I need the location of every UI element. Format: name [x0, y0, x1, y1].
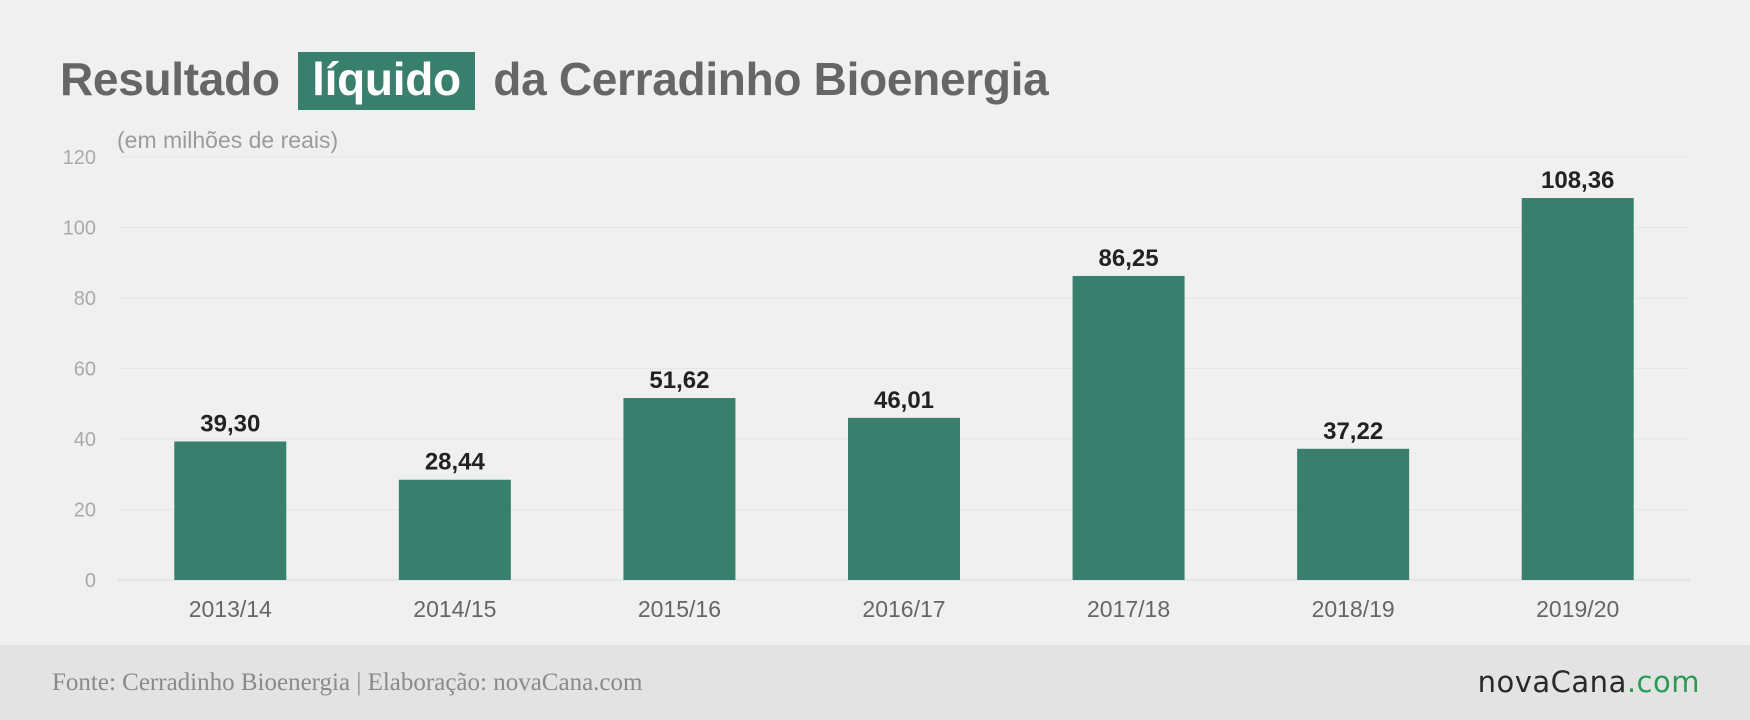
- y-tick-label: 120: [63, 147, 96, 169]
- bars: [174, 198, 1634, 580]
- title-highlight: líquido: [298, 52, 475, 110]
- bar: [174, 441, 287, 580]
- chart-subtitle: (em milhões de reais): [117, 127, 339, 153]
- bar: [1072, 275, 1185, 580]
- x-tick-label: 2016/17: [862, 596, 945, 622]
- bar: [1297, 448, 1410, 580]
- bar: [623, 398, 736, 580]
- chart-title: Resultado líquido da Cerradinho Bioenerg…: [60, 52, 1049, 110]
- x-tick-label: 2013/14: [189, 596, 272, 622]
- bar-value-label: 86,25: [1099, 245, 1159, 272]
- novacana-logo: novaCana.com: [1478, 665, 1700, 699]
- footer: Fonte: Cerradinho Bioenergia | Elaboraçã…: [0, 645, 1750, 720]
- bar-value-label: 37,22: [1323, 418, 1383, 445]
- x-tick-label: 2015/16: [638, 596, 721, 622]
- y-axis-tick-labels: 0 20 40 60 80 100 120: [63, 147, 96, 592]
- y-tick-label: 80: [74, 288, 96, 310]
- source-credit: Fonte: Cerradinho Bioenergia | Elaboraçã…: [52, 669, 643, 696]
- y-tick-label: 40: [74, 429, 96, 451]
- bar: [848, 417, 960, 580]
- x-tick-label: 2018/19: [1312, 596, 1395, 622]
- bar: [398, 479, 511, 580]
- title-prefix: Resultado: [60, 53, 280, 105]
- logo-domain: .com: [1626, 665, 1700, 699]
- bar-value-label: 108,36: [1541, 167, 1614, 194]
- y-tick-label: 0: [85, 570, 96, 592]
- bar-chart: 0 20 40 60 80 100 120 39,30 28,44 51,62 46,01 86,2…: [63, 147, 1690, 622]
- x-tick-label: 2017/18: [1087, 596, 1170, 622]
- bar-value-label: 51,62: [649, 367, 709, 394]
- y-tick-label: 20: [74, 500, 96, 522]
- y-tick-label: 60: [74, 359, 96, 381]
- bar-value-label: 39,30: [200, 410, 260, 437]
- bar-value-labels: 39,30 28,44 51,62 46,01 86,25 37,22 108,36: [200, 167, 1614, 476]
- x-axis-tick-labels: 2013/14 2014/15 2015/16 2016/17 2017/18 2018/…: [189, 596, 1620, 622]
- y-tick-label: 100: [63, 218, 96, 240]
- x-tick-label: 2019/20: [1536, 596, 1619, 622]
- title-suffix: da Cerradinho Bioenergia: [493, 53, 1049, 105]
- bar-value-label: 46,01: [874, 387, 934, 414]
- bar: [1521, 198, 1634, 580]
- logo-wordmark: novaCana: [1477, 665, 1627, 699]
- x-tick-label: 2014/15: [413, 596, 496, 622]
- bar-value-label: 28,44: [425, 449, 486, 476]
